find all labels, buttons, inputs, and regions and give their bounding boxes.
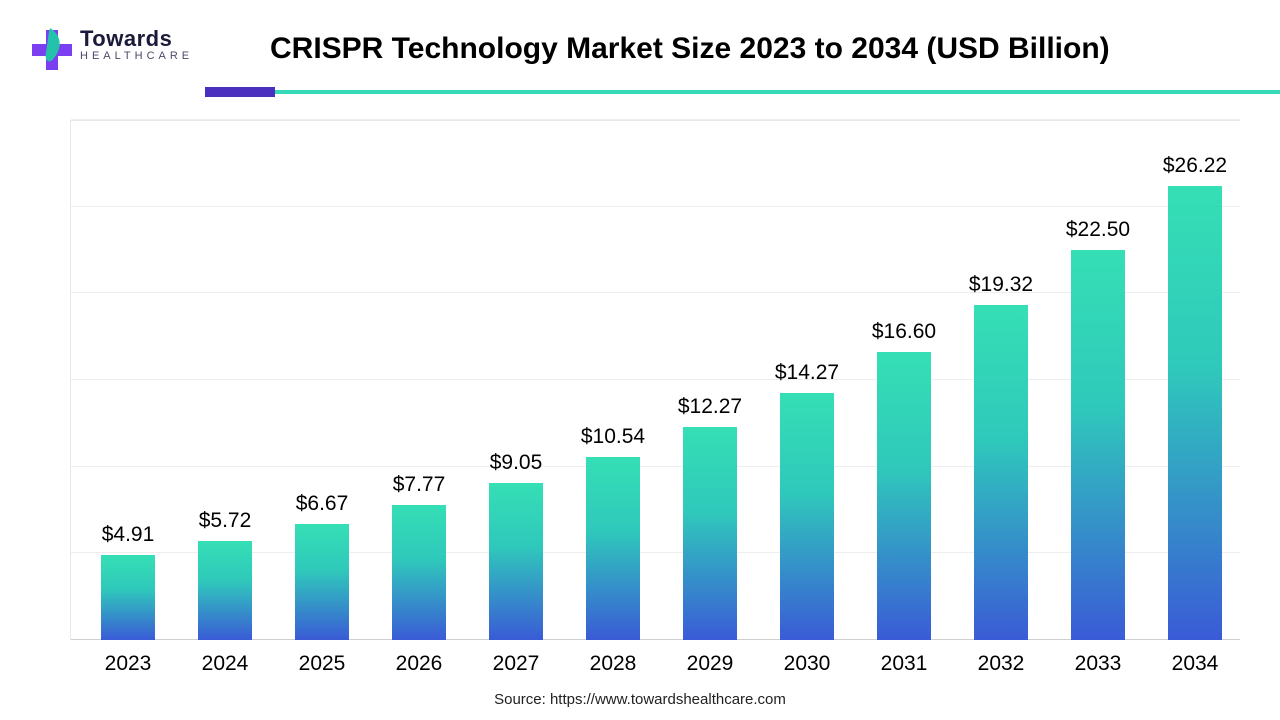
bar	[489, 483, 543, 640]
plus-icon	[30, 28, 74, 72]
title-divider	[205, 90, 1280, 95]
divider-accent	[205, 87, 275, 97]
grid-line	[71, 292, 1240, 293]
x-axis-label: 2032	[951, 652, 1051, 676]
x-axis-label: 2029	[660, 652, 760, 676]
bar-value-label: $14.27	[757, 361, 857, 385]
grid-line	[71, 466, 1240, 467]
bar-value-label: $7.77	[369, 473, 469, 497]
chart-title: CRISPR Technology Market Size 2023 to 20…	[270, 32, 1110, 66]
x-axis-label: 2030	[757, 652, 857, 676]
x-axis-label: 2033	[1048, 652, 1148, 676]
bar-value-label: $16.60	[854, 320, 954, 344]
bar-value-label: $5.72	[175, 509, 275, 533]
bar-value-label: $9.05	[466, 451, 566, 475]
x-axis-label: 2034	[1145, 652, 1245, 676]
header: Towards HEALTHCARE CRISPR Technology Mar…	[0, 24, 1280, 94]
x-axis-label: 2027	[466, 652, 566, 676]
bar-value-label: $10.54	[563, 425, 663, 449]
brand-text: Towards HEALTHCARE	[80, 26, 193, 62]
bar	[198, 541, 252, 640]
grid-line	[71, 379, 1240, 380]
divider-line	[275, 90, 1280, 94]
page: Towards HEALTHCARE CRISPR Technology Mar…	[0, 0, 1280, 720]
grid-line	[71, 206, 1240, 207]
bar	[586, 457, 640, 640]
x-axis-label: 2023	[78, 652, 178, 676]
bar	[780, 393, 834, 640]
bar-value-label: $19.32	[951, 273, 1051, 297]
bar	[392, 505, 446, 640]
source-caption: Source: https://www.towardshealthcare.co…	[0, 691, 1280, 708]
bar	[295, 524, 349, 640]
x-axis-label: 2026	[369, 652, 469, 676]
x-axis-label: 2031	[854, 652, 954, 676]
chart-plot-area: $4.912023$5.722024$6.672025$7.772026$9.0…	[70, 120, 1240, 640]
brand-word: Towards	[80, 26, 193, 52]
bar	[974, 305, 1028, 640]
grid-line	[71, 119, 1240, 120]
x-axis-label: 2028	[563, 652, 663, 676]
brand-sub: HEALTHCARE	[80, 50, 193, 62]
bar-value-label: $22.50	[1048, 218, 1148, 242]
brand-logo: Towards HEALTHCARE	[30, 24, 230, 74]
bar	[683, 427, 737, 640]
bar	[1071, 250, 1125, 640]
bar-value-label: $4.91	[78, 523, 178, 547]
bar-value-label: $12.27	[660, 395, 760, 419]
bar-value-label: $6.67	[272, 492, 372, 516]
x-axis-label: 2024	[175, 652, 275, 676]
bar-value-label: $26.22	[1145, 154, 1245, 178]
bar	[1168, 186, 1222, 640]
x-axis-label: 2025	[272, 652, 372, 676]
bar	[877, 352, 931, 640]
bar	[101, 555, 155, 640]
